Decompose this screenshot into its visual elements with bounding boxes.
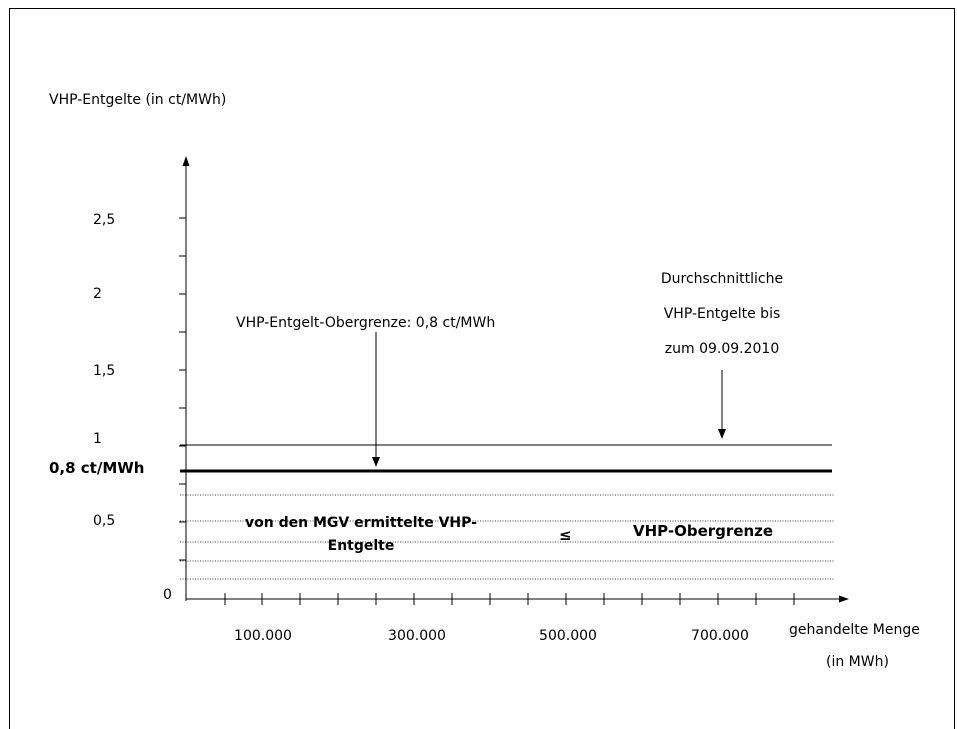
y-tick-marks [179, 218, 186, 560]
x-axis-title-line1: gehandelte Menge [789, 622, 920, 638]
cap-annotation: VHP-Entgelt-Obergrenze: 0,8 ct/MWh [236, 315, 495, 331]
x-tick-label: 500.000 [539, 628, 597, 644]
y-axis-title: VHP-Entgelte (in ct/MWh) [49, 92, 226, 108]
average-annotation-line2: VHP-Entgelte bis [660, 306, 784, 322]
band-text-line2: Entgelte [215, 538, 507, 554]
y-tick-label: 1,5 [93, 363, 133, 379]
x-axis-title-line2: (in MWh) [826, 654, 889, 670]
x-tick-label: 300.000 [388, 628, 446, 644]
relation-symbol: ≤ [559, 527, 572, 543]
average-annotation-arrowhead [718, 429, 726, 439]
y-tick-label: 2 [93, 286, 133, 302]
cap-annotation-arrowhead [372, 457, 380, 467]
y-tick-label: 1 [93, 431, 133, 447]
average-annotation-line1: Durchschnittliche [660, 271, 784, 287]
average-annotation-line3: zum 09.09.2010 [660, 341, 784, 357]
y-tick-label: 0 [163, 587, 203, 603]
x-tick-label: 100.000 [234, 628, 292, 644]
y-axis-arrowhead [183, 156, 190, 166]
band-text-line1: von den MGV ermittelte VHP- [215, 515, 507, 531]
y-tick-label: 2,5 [93, 212, 133, 228]
cap-value-label: 0,8 ct/MWh [49, 460, 145, 476]
y-tick-label: 0,5 [93, 513, 133, 529]
x-tick-label: 700.000 [691, 628, 749, 644]
band-text-right: VHP-Obergrenze [633, 523, 773, 539]
x-axis-arrowhead [839, 596, 849, 603]
